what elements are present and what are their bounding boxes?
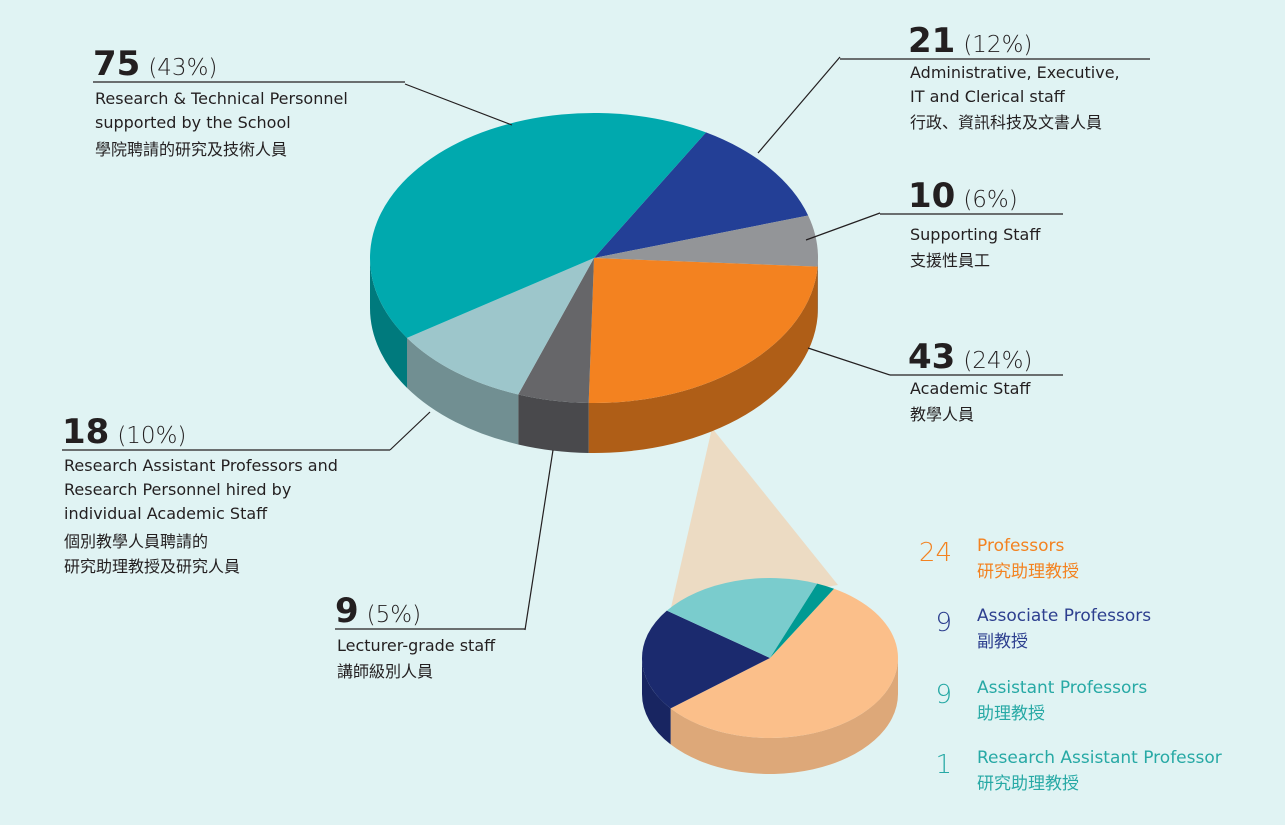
slice-value-label: 10 (6%) [908, 176, 1018, 216]
slice [518, 258, 594, 403]
leader-line [807, 347, 891, 376]
value: 18 [62, 412, 109, 452]
legend-value: 24 [919, 538, 952, 568]
leader-line [524, 449, 554, 631]
leader-line [757, 56, 841, 154]
slice-label: Lecturer-grade staff [337, 636, 496, 655]
slice-value-label: 21 (12%) [908, 21, 1032, 61]
legend-value: 9 [935, 608, 952, 638]
legend-value: 1 [935, 750, 952, 780]
slice [588, 258, 818, 403]
slice-label: IT and Clerical staff [910, 87, 1066, 106]
legend-label: Professors [977, 536, 1065, 556]
slice-label: 行政、資訊科技及文書人員 [910, 113, 1102, 132]
value: 9 [335, 591, 359, 631]
value: 21 [908, 21, 955, 61]
slice-label: 研究助理教授及研究人員 [64, 557, 240, 576]
slice-label: Research & Technical Personnel [95, 89, 348, 108]
value: 10 [908, 176, 955, 216]
slice-label: Supporting Staff [910, 225, 1041, 244]
slice-value-label: 9 (5%) [335, 591, 421, 631]
value: 43 [908, 337, 955, 377]
slice [594, 132, 809, 258]
slice [407, 258, 594, 395]
slice-side [370, 258, 408, 388]
slice-label: supported by the School [95, 113, 291, 132]
legend-label-zh: 副教授 [977, 632, 1028, 652]
leader-line [404, 83, 513, 126]
slice-label: Academic Staff [910, 379, 1031, 398]
percent: (6%) [963, 187, 1017, 213]
slice-label: individual Academic Staff [64, 504, 268, 523]
slice-label: 個別教學人員聘請的 [64, 532, 208, 551]
slice-label: 學院聘請的研究及技術人員 [95, 140, 287, 159]
slice-side [588, 266, 818, 453]
legend-label: Research Assistant Professor [977, 748, 1222, 768]
slice-side [518, 394, 589, 453]
slice-label: Research Assistant Professors and [64, 456, 338, 475]
legend-label-zh: 研究助理教授 [977, 774, 1079, 794]
slice-label: 支援性員工 [910, 251, 990, 270]
slice-side [407, 337, 519, 445]
percent: (43%) [148, 55, 217, 81]
slice-label: 講師級別人員 [337, 662, 433, 681]
zoom-cone [670, 428, 838, 612]
legend-value: 9 [935, 680, 952, 710]
slice [370, 113, 706, 338]
legend-label: Assistant Professors [977, 678, 1147, 698]
slice [594, 215, 819, 267]
legend-label-zh: 研究助理教授 [977, 562, 1079, 582]
percent: (5%) [367, 602, 421, 628]
slice-value-label: 75 (43%) [93, 44, 217, 84]
percent: (12%) [963, 32, 1032, 58]
slice-label: Administrative, Executive, [910, 63, 1120, 82]
value: 75 [93, 44, 140, 84]
leader-line [805, 212, 881, 241]
slice [670, 588, 898, 738]
slice [642, 610, 770, 709]
slice-side [642, 658, 671, 745]
legend-label: Associate Professors [977, 606, 1151, 626]
legend-label-zh: 助理教授 [977, 704, 1045, 724]
slice-side [670, 658, 898, 775]
slice [666, 578, 818, 658]
slice-value-label: 18 (10%) [62, 412, 186, 452]
slice-value-label: 43 (24%) [908, 337, 1032, 377]
slice-label: 教學人員 [910, 405, 974, 424]
percent: (10%) [117, 423, 186, 449]
slice [770, 583, 834, 658]
slice-label: Research Personnel hired by [64, 480, 291, 499]
leader-line [389, 411, 431, 451]
percent: (24%) [963, 348, 1032, 374]
